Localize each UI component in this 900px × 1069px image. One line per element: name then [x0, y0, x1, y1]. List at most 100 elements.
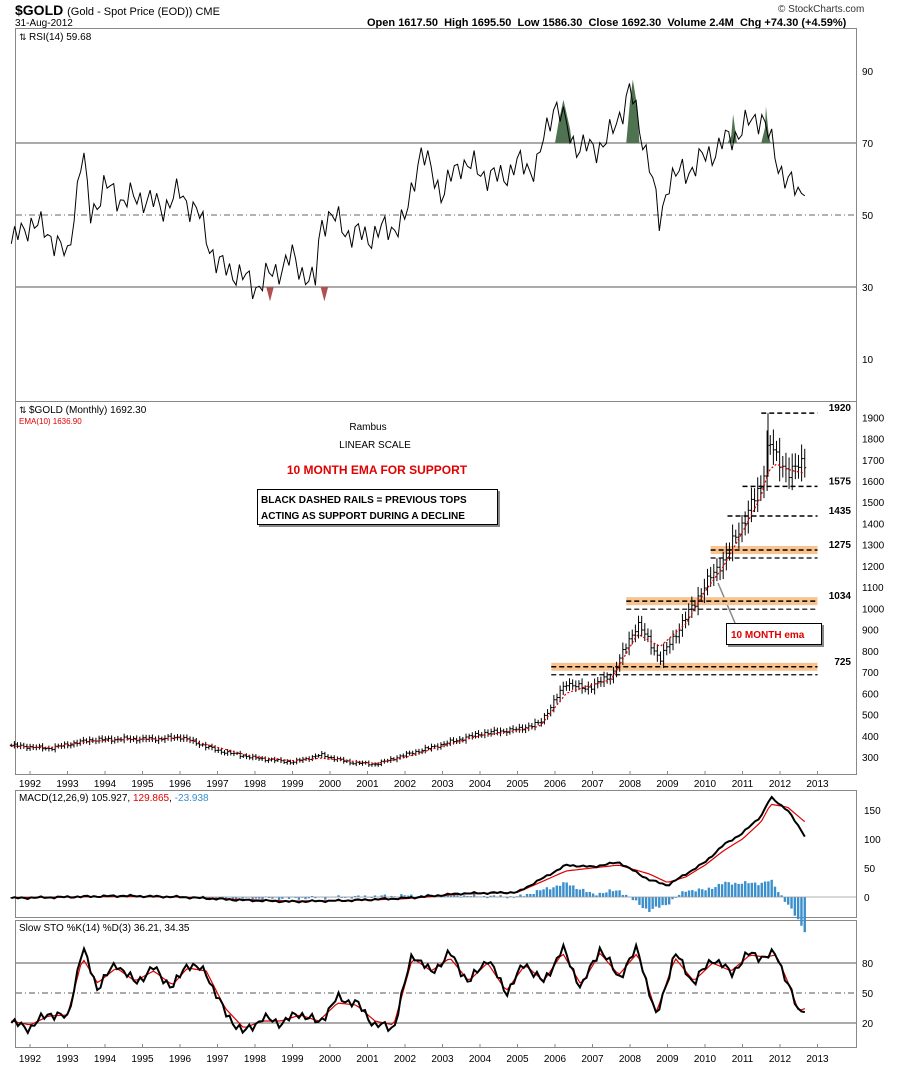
- macd-hist-bar: [568, 885, 572, 897]
- price-tick-label: 300: [862, 753, 879, 764]
- macd-hist-bar: [783, 897, 787, 902]
- sto-k-line: [10, 941, 805, 1036]
- macd-hist-bar: [558, 885, 562, 897]
- macd-hist-bar: [525, 893, 529, 897]
- macd-tick-label: 0: [864, 893, 870, 904]
- macd-hist-bar: [654, 897, 658, 907]
- macd-hist-bar: [575, 889, 578, 897]
- macd-hist-bar: [499, 895, 502, 897]
- macd-hist-bar: [644, 897, 648, 909]
- sto-x-tick-label: 2010: [694, 1054, 717, 1065]
- macd-hist-bar: [674, 897, 678, 898]
- sto-x-tick-label: 1996: [169, 1054, 192, 1065]
- price-x-tick-label: 2005: [506, 779, 529, 790]
- macd-hist-bar: [777, 892, 780, 897]
- macd-hist-bar: [562, 882, 565, 897]
- macd-hist-bar: [763, 881, 767, 897]
- annotation-box-line2: ACTING AS SUPPORT DURING A DECLINE: [261, 511, 465, 522]
- macd-hist-bar: [595, 895, 598, 897]
- macd-hist-bar: [737, 883, 740, 897]
- macd-hist-bar: [307, 897, 311, 899]
- sto-tick-label: 80: [862, 959, 874, 970]
- sto-x-tick-label: 1997: [206, 1054, 229, 1065]
- macd-hist-bar: [509, 896, 512, 897]
- macd-hist-bar: [621, 894, 625, 897]
- macd-hist-bar: [787, 897, 790, 905]
- macd-tick-label: 100: [864, 835, 881, 846]
- price-x-tick-label: 1994: [94, 779, 117, 790]
- macd-hist-bar: [241, 897, 244, 899]
- annotation-scale: LINEAR SCALE: [339, 440, 411, 451]
- high-value: 1695.50: [471, 17, 512, 29]
- sto-x-tick-label: 2012: [769, 1054, 792, 1065]
- macd-hist-bar: [648, 897, 651, 912]
- price-tick-label: 1300: [862, 541, 885, 552]
- macd-hist-bar: [343, 897, 347, 898]
- macd-hist-bar: [324, 897, 327, 900]
- price-x-tick-label: 1999: [281, 779, 304, 790]
- sto-x-tick-label: 2006: [544, 1054, 567, 1065]
- macd-hist-bar: [489, 895, 492, 897]
- macd-hist-bar: [704, 890, 707, 897]
- sto-panel-frame: [15, 920, 857, 1048]
- annotation-title-red: 10 MONTH EMA FOR SUPPORT: [287, 463, 468, 477]
- symbol-name: (Gold - Spot Price (EOD)) CME: [67, 6, 220, 18]
- sto-x-tick-label: 2003: [431, 1054, 454, 1065]
- macd-hist-bar: [750, 882, 754, 897]
- macd-hist-bar: [512, 897, 515, 898]
- macd-hist-bar: [803, 897, 806, 933]
- annotation-box: [257, 489, 498, 525]
- price-x-tick-label: 2007: [581, 779, 604, 790]
- macd-hist-bar: [572, 885, 575, 897]
- support-band: [626, 597, 818, 606]
- rsi-tick-label: 30: [862, 283, 874, 294]
- sto-legend: Slow STO %K(14) %D(3) 36.21, 34.35: [19, 923, 190, 934]
- macd-hist-bar: [373, 895, 377, 897]
- macd-hist-bar: [469, 896, 473, 897]
- macd-hist-bar: [634, 897, 638, 901]
- rail-label: 1575: [829, 476, 852, 487]
- macd-hist-bar: [383, 894, 387, 897]
- macd-hist-bar: [542, 889, 545, 897]
- macd-hist-bar: [453, 894, 456, 897]
- macd-hist-bar: [539, 890, 542, 897]
- macd-hist-bar: [631, 897, 635, 901]
- macd-hist-bar: [254, 897, 258, 899]
- price-tick-label: 1400: [862, 519, 885, 530]
- rail-label: 1034: [829, 591, 852, 602]
- sto-x-tick-label: 1998: [244, 1054, 267, 1065]
- macd-panel-frame: [15, 790, 857, 918]
- price-x-tick-label: 2006: [544, 779, 567, 790]
- sto-tick-label: 50: [862, 989, 874, 1000]
- macd-hist-bar: [314, 897, 317, 899]
- rsi-oversold-fill: [266, 287, 274, 302]
- macd-hist-bar: [757, 885, 760, 897]
- sto-x-tick-label: 1993: [56, 1054, 79, 1065]
- rail-label: 1920: [829, 403, 852, 414]
- sto-x-tick-label: 2007: [581, 1054, 604, 1065]
- price-x-tick-label: 2004: [469, 779, 492, 790]
- macd-hist-bar: [267, 897, 271, 898]
- macd-hist-bar: [790, 897, 793, 909]
- macd-hist-bar: [701, 889, 704, 897]
- price-tick-label: 600: [862, 689, 879, 700]
- macd-hist-bar: [727, 882, 730, 897]
- rsi-tick-label: 90: [862, 67, 874, 78]
- macd-hist-bar: [310, 895, 314, 897]
- macd-hist-bar: [555, 885, 558, 897]
- support-band: [710, 546, 818, 555]
- rail-label: 1435: [829, 506, 852, 517]
- macd-hist-bar: [585, 892, 588, 897]
- price-panel-frame: [15, 401, 857, 775]
- macd-hist-bar: [337, 895, 340, 897]
- price-tick-label: 700: [862, 668, 879, 679]
- macd-hist-bar: [449, 895, 453, 897]
- rsi-line: [10, 83, 806, 300]
- chg-value: +74.30 (+4.59%): [764, 17, 847, 29]
- macd-hist-bar: [625, 894, 628, 897]
- macd-hist-bar: [466, 895, 469, 897]
- price-x-tick-label: 2011: [732, 779, 754, 790]
- macd-hist-bar: [730, 884, 734, 897]
- macd-hist-bar: [410, 894, 413, 897]
- price-x-tick-label: 2001: [356, 779, 379, 790]
